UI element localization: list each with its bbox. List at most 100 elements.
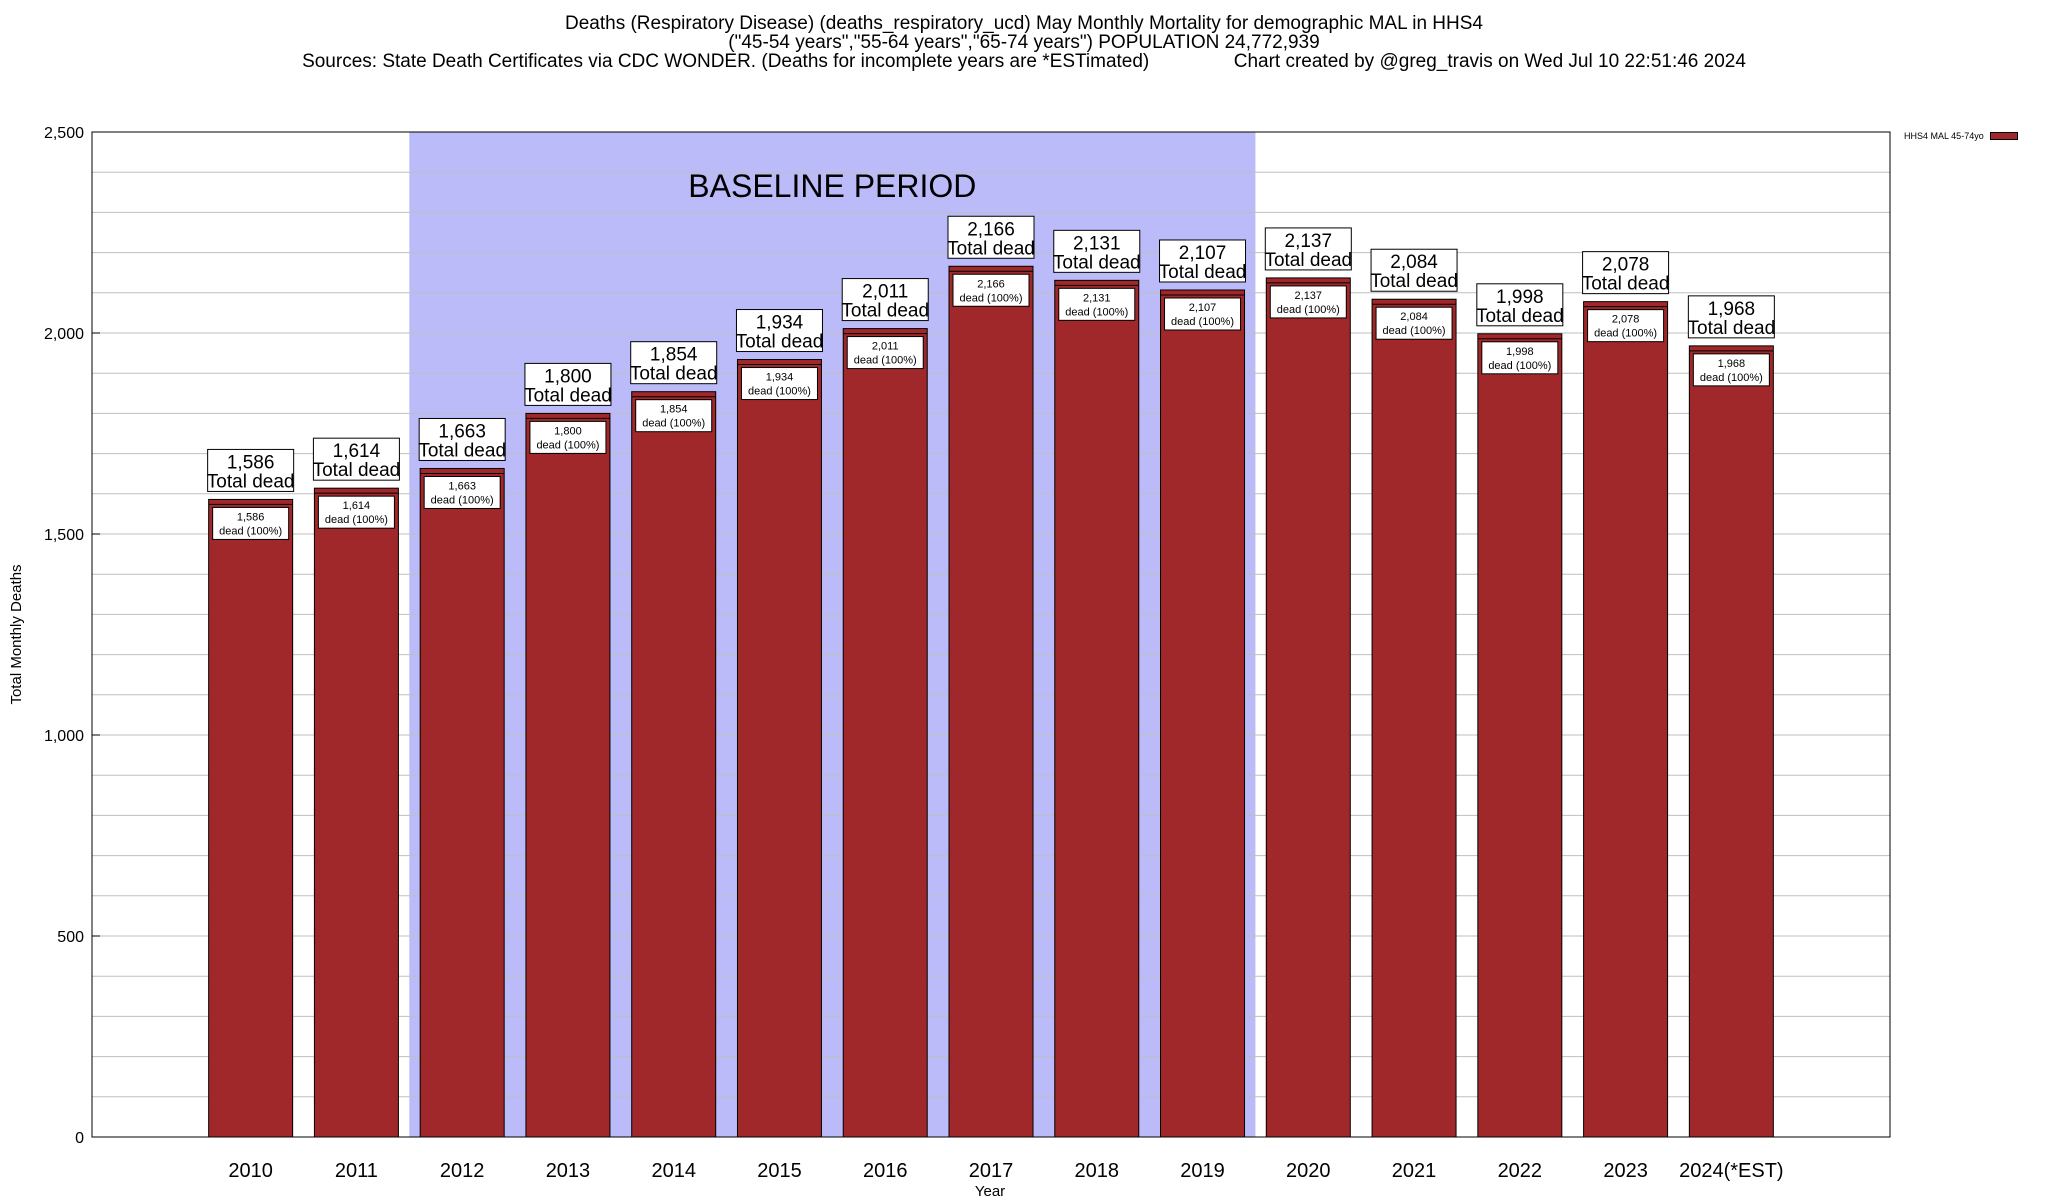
x-tick-label: 2014 [651, 1160, 696, 1182]
top-total-label: Total dead [1688, 318, 1776, 339]
bar [1583, 301, 1669, 1138]
x-tick-label: 2010 [228, 1160, 273, 1182]
legend: HHS4 MAL 45-74yo [1904, 131, 2018, 141]
inner-label-box [1692, 353, 1770, 387]
inner-pct-label: dead (100%) [1383, 325, 1446, 337]
top-label-box [1053, 229, 1141, 273]
inner-label-box [1375, 306, 1453, 340]
top-value-label: 1,614 [333, 441, 381, 462]
legend-label: HHS4 MAL 45-74yo [1904, 131, 1984, 141]
inner-label-box [212, 506, 290, 540]
top-label-box [1582, 251, 1670, 295]
top-total-label: Total dead [1476, 306, 1564, 327]
bar [208, 498, 294, 1138]
inner-value-label: 1,998 [1506, 346, 1534, 358]
top-value-label: 1,663 [438, 421, 486, 442]
inner-label-box [1481, 341, 1559, 375]
top-value-label: 2,131 [1073, 233, 1121, 254]
inner-pct-label: dead (100%) [1171, 316, 1234, 328]
top-total-label: Total dead [736, 332, 824, 353]
x-tick-label: 2011 [335, 1160, 378, 1182]
top-label-box [841, 278, 929, 322]
y-tick-label: 0 [75, 1130, 84, 1147]
top-total-label: Total dead [1159, 262, 1247, 283]
inner-label-box [1058, 287, 1136, 321]
inner-pct-label: dead (100%) [431, 494, 494, 506]
chart-sources: Sources: State Death Certificates via CD… [302, 51, 1746, 72]
inner-value-label: 1,586 [237, 511, 265, 523]
inner-value-label: 2,084 [1400, 311, 1428, 323]
x-tick-label: 2013 [546, 1160, 591, 1182]
inner-value-label: 2,166 [977, 278, 1005, 290]
bar [736, 359, 822, 1138]
top-label-box [630, 341, 718, 385]
inner-value-label: 2,131 [1083, 292, 1111, 304]
top-total-label: Total dead [841, 301, 929, 322]
inner-pct-label: dead (100%) [1277, 304, 1340, 316]
inner-label-box [1269, 285, 1347, 319]
inner-label-box [1164, 297, 1242, 331]
x-tick-label: 2020 [1286, 1160, 1331, 1182]
x-tick-label: 2021 [1392, 1160, 1437, 1182]
top-label-box [1476, 283, 1564, 327]
top-total-label: Total dead [207, 471, 295, 492]
inner-label-box [740, 367, 818, 401]
x-tick-label: 2024(*EST) [1679, 1160, 1784, 1182]
inner-label-box [1587, 309, 1665, 343]
top-value-label: 2,137 [1285, 231, 1333, 252]
bar [948, 265, 1034, 1138]
inner-pct-label: dead (100%) [748, 386, 811, 398]
bar [1054, 279, 1140, 1138]
inner-value-label: 2,011 [872, 341, 899, 353]
inner-label-box [952, 273, 1030, 307]
inner-pct-label: dead (100%) [1065, 306, 1128, 318]
x-tick-label: 2016 [863, 1160, 908, 1182]
inner-pct-label: dead (100%) [1594, 328, 1657, 340]
top-label-box [1264, 227, 1352, 271]
baseline-label: BASELINE PERIOD [688, 168, 976, 204]
inner-label-box [529, 420, 607, 454]
top-total-label: Total dead [630, 364, 718, 385]
bar [313, 487, 399, 1138]
legend-swatch [1989, 132, 2018, 140]
plot-frame [91, 131, 1891, 1138]
bar [1477, 333, 1563, 1138]
bar [1688, 345, 1774, 1138]
inner-value-label: 1,663 [448, 480, 476, 492]
x-tick-label: 2019 [1180, 1160, 1225, 1182]
bar [419, 467, 505, 1138]
top-total-label: Total dead [1370, 271, 1458, 292]
top-label-box [418, 417, 506, 461]
inner-pct-label: dead (100%) [536, 439, 599, 451]
inner-value-label: 1,854 [660, 404, 688, 416]
top-value-label: 1,934 [756, 313, 804, 334]
y-tick-label: 500 [57, 929, 84, 946]
inner-value-label: 1,800 [554, 425, 582, 437]
top-label-box [1687, 295, 1775, 339]
chart-subtitle: ("45-54 years","55-64 years","65-74 year… [728, 32, 1320, 53]
top-label-box [524, 362, 612, 406]
top-value-label: 2,084 [1390, 252, 1438, 273]
inner-pct-label: dead (100%) [1700, 372, 1763, 384]
top-value-label: 2,078 [1602, 255, 1650, 276]
top-total-label: Total dead [1053, 252, 1141, 273]
bar [1371, 298, 1457, 1138]
top-value-label: 2,107 [1179, 243, 1227, 264]
top-value-label: 1,800 [544, 366, 592, 387]
y-tick-label: 1,500 [44, 527, 84, 544]
inner-value-label: 2,078 [1612, 314, 1640, 326]
y-axis-label: Total Monthly Deaths [8, 564, 25, 704]
y-tick-label: 1,000 [44, 728, 84, 745]
x-axis-label: Year [975, 1183, 1005, 1200]
top-value-label: 1,968 [1708, 299, 1756, 320]
x-tick-label: 2012 [440, 1160, 485, 1182]
x-tick-label: 2023 [1603, 1160, 1648, 1182]
chart-title: Deaths (Respiratory Disease) (deaths_res… [565, 13, 1483, 34]
y-tick-label: 2,500 [44, 125, 84, 142]
inner-pct-label: dead (100%) [854, 355, 917, 367]
inner-pct-label: dead (100%) [325, 514, 388, 526]
top-label-box [1370, 248, 1458, 292]
top-label-box [735, 309, 823, 353]
inner-value-label: 2,107 [1189, 302, 1217, 314]
